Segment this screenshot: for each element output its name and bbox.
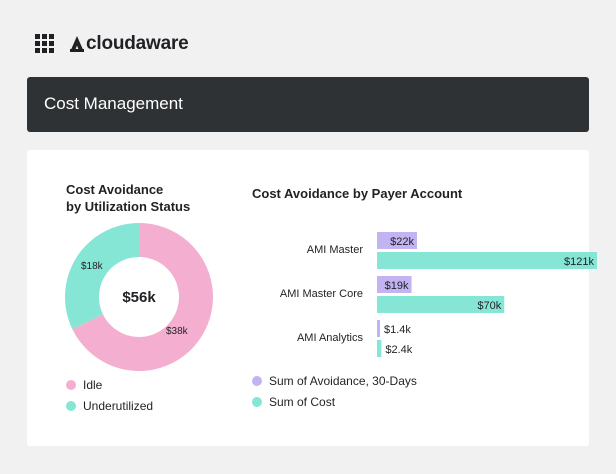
page-title: Cost Management [44,94,183,113]
legend-dot [252,397,262,407]
top-bar: cloudaware [0,0,616,80]
bar-avoidance[interactable] [377,232,417,249]
dashboard-card: Cost Avoidance by Utilization Status $56… [27,150,597,446]
app-grid-icon[interactable] [35,34,54,53]
donut-slice-label-underutilized: $18k [81,261,103,272]
bar-legend-cost[interactable]: Sum of Cost [252,395,335,409]
legend-label: Sum of Avoidance, 30-Days [269,374,417,388]
donut-slice-idle[interactable] [72,223,213,371]
bar-avoidance[interactable] [377,320,380,337]
bar-value-label: $121k [564,256,594,268]
donut-slice-underutilized[interactable] [64,223,139,330]
donut-legend-underutilized[interactable]: Underutilized [66,399,153,413]
bar-value-label: $19k [385,280,409,292]
logo-text: cloudaware [86,33,189,54]
bar-value-label: $1.4k [384,324,411,336]
donut-title-line-2: by Utilization Status [66,199,191,214]
donut-legend-idle[interactable]: Idle [66,378,102,392]
bar-cost[interactable] [377,252,597,269]
bar-category-label: AMI Master [307,244,364,256]
legend-dot [66,380,76,390]
bar-avoidance[interactable] [377,276,412,293]
donut-title-line-1: Cost Avoidance [66,182,164,197]
legend-label: Idle [83,378,103,392]
bar-chart-title: Cost Avoidance by Payer Account [252,186,463,201]
page-header: Cost Management [27,77,589,132]
legend-label: Underutilized [83,399,154,413]
donut-center-total: $56k [122,288,156,306]
bar-cost[interactable] [377,296,505,313]
legend-dot [252,376,262,386]
bar-chart: AMI Master $22k $121k AMI Master Core $19k $7… [280,232,597,357]
bar-legend-avoidance[interactable]: Sum of Avoidance, 30-Days [252,374,417,388]
donut-chart-svg [64,223,213,371]
cloudaware-logo-icon [70,36,84,52]
donut-chart: $56k $18k $38k [64,223,213,371]
bar-cost[interactable] [377,340,382,357]
donut-chart-title: Cost Avoidance by Utilization Status [66,181,190,215]
donut-slice-label-idle: $38k [166,326,188,337]
bar-category-label: AMI Analytics [297,332,364,344]
legend-label: Sum of Cost [269,395,336,409]
bar-category-label: AMI Master Core [280,288,363,300]
cloudaware-logo[interactable]: cloudaware [70,33,189,55]
bar-value-label: $2.4k [385,344,412,356]
legend-dot [66,401,76,411]
bar-value-label: $22k [390,236,414,248]
bar-value-label: $70k [477,300,501,312]
